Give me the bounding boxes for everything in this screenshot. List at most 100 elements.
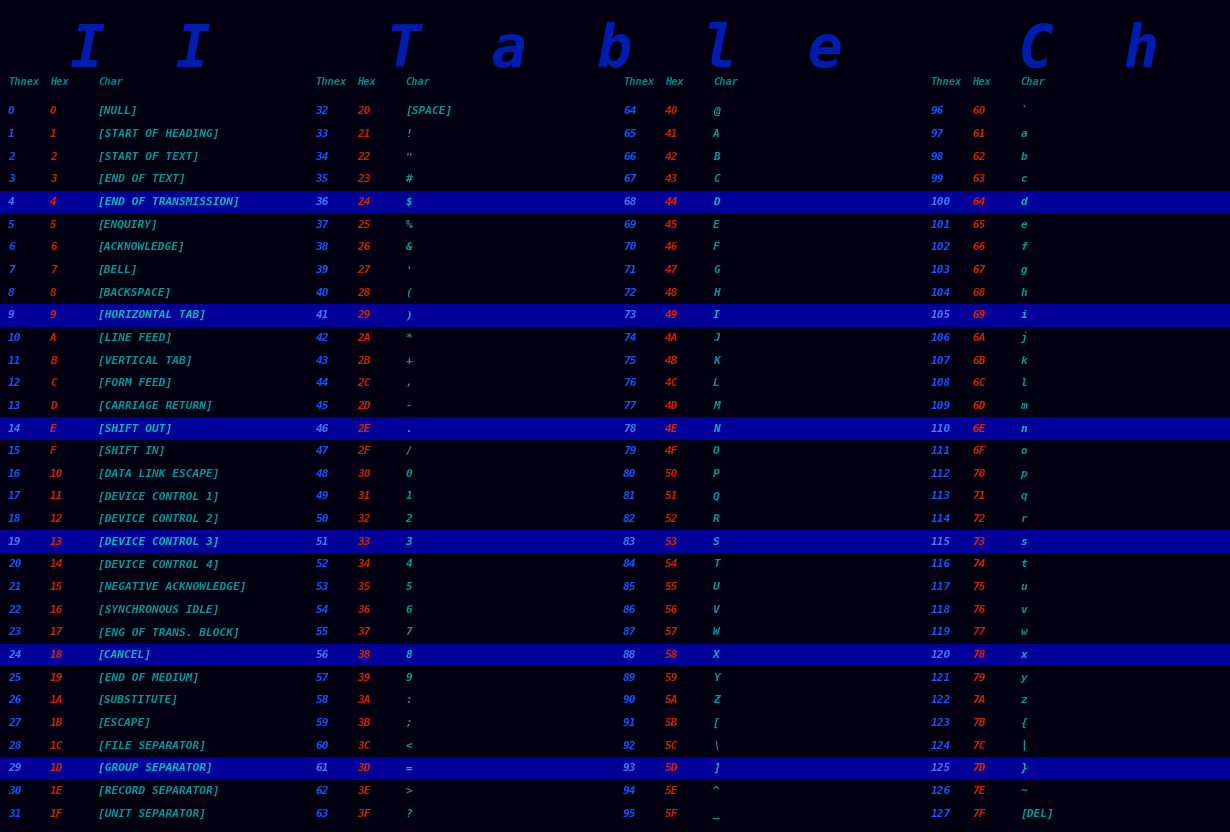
Text: 42: 42: [665, 151, 679, 161]
Text: Char: Char: [406, 77, 430, 87]
Text: 64: 64: [973, 197, 986, 207]
Text: 79: 79: [624, 446, 636, 456]
Text: 61: 61: [973, 129, 986, 139]
Text: 3D: 3D: [358, 763, 371, 774]
Text: 4F: 4F: [665, 446, 679, 456]
Text: 44: 44: [665, 197, 679, 207]
Text: 52: 52: [665, 514, 679, 524]
Text: 50: 50: [665, 468, 679, 479]
Text: 96: 96: [931, 106, 943, 116]
Text: [SYNCHRONOUS IDLE]: [SYNCHRONOUS IDLE]: [98, 605, 219, 615]
Text: j: j: [1021, 332, 1027, 344]
Text: 5D: 5D: [665, 763, 679, 774]
Text: 23: 23: [358, 174, 371, 185]
Text: 25: 25: [9, 673, 21, 683]
Text: 109: 109: [931, 401, 951, 411]
Text: Thnex: Thnex: [316, 77, 347, 87]
Text: f: f: [1021, 242, 1027, 252]
Text: &: &: [406, 242, 412, 252]
Text: 54: 54: [316, 605, 328, 615]
Text: 65: 65: [973, 220, 986, 230]
Text: [DEVICE CONTROL 2]: [DEVICE CONTROL 2]: [98, 514, 219, 524]
Text: 17: 17: [9, 492, 21, 502]
Text: 90: 90: [624, 696, 636, 706]
Text: 2B: 2B: [358, 355, 371, 365]
Text: 112: 112: [931, 468, 951, 479]
Text: <: <: [406, 740, 412, 750]
Text: 4D: 4D: [665, 401, 679, 411]
Text: `: `: [1021, 106, 1027, 116]
Text: 12: 12: [50, 514, 64, 524]
Text: M: M: [713, 401, 720, 411]
Text: !: !: [406, 129, 412, 139]
Text: 5B: 5B: [665, 718, 679, 728]
Text: 43: 43: [665, 174, 679, 185]
Text: 14: 14: [9, 423, 21, 433]
Text: _: _: [713, 809, 720, 819]
Text: 5: 5: [9, 220, 15, 230]
Text: 99: 99: [931, 174, 943, 185]
Text: .: .: [406, 423, 412, 433]
Text: 33: 33: [316, 129, 328, 139]
Text: 6: 6: [50, 242, 57, 252]
Text: [START OF HEADING]: [START OF HEADING]: [98, 129, 219, 139]
Text: t: t: [1021, 559, 1027, 569]
Text: Hex: Hex: [973, 77, 991, 87]
Text: p: p: [1021, 468, 1027, 479]
Text: 8: 8: [406, 650, 412, 660]
Text: 58: 58: [665, 650, 679, 660]
Text: 53: 53: [665, 537, 679, 547]
Text: 28: 28: [9, 740, 21, 750]
Text: [CARRIAGE RETURN]: [CARRIAGE RETURN]: [98, 401, 213, 411]
Text: 6B: 6B: [973, 355, 986, 365]
Text: T: T: [713, 559, 720, 569]
Text: E: E: [50, 423, 57, 433]
Text: 116: 116: [931, 559, 951, 569]
Text: q: q: [1021, 492, 1027, 502]
Text: 57: 57: [665, 627, 679, 637]
Text: Q: Q: [713, 492, 720, 502]
Text: 75: 75: [973, 582, 986, 592]
Text: [UNIT SEPARATOR]: [UNIT SEPARATOR]: [98, 809, 205, 819]
Text: #: #: [406, 174, 412, 185]
Text: [DEL]: [DEL]: [1021, 809, 1054, 819]
Text: e: e: [1021, 220, 1027, 230]
Text: 5: 5: [406, 582, 412, 592]
Text: >: >: [406, 786, 412, 796]
Text: 23: 23: [9, 627, 21, 637]
Text: 89: 89: [624, 673, 636, 683]
Text: 101: 101: [931, 220, 951, 230]
Text: 4C: 4C: [665, 379, 679, 389]
Text: 67: 67: [624, 174, 636, 185]
Text: 1E: 1E: [50, 786, 64, 796]
Text: 106: 106: [931, 333, 951, 343]
Text: 65: 65: [624, 129, 636, 139]
Text: ^: ^: [713, 786, 720, 796]
Text: 91: 91: [624, 718, 636, 728]
Text: 38: 38: [358, 650, 371, 660]
Text: 62: 62: [316, 786, 328, 796]
Text: 5: 5: [50, 220, 57, 230]
Text: [: [: [713, 718, 720, 728]
Text: [SUBSTITUTE]: [SUBSTITUTE]: [98, 696, 180, 706]
Text: 120: 120: [931, 650, 951, 660]
Text: 7: 7: [9, 265, 15, 275]
Text: 55: 55: [316, 627, 328, 637]
Text: Thnex: Thnex: [9, 77, 39, 87]
Text: 1A: 1A: [50, 696, 64, 706]
Text: ': ': [406, 265, 412, 275]
Text: =: =: [406, 763, 412, 774]
Text: 79: 79: [973, 673, 986, 683]
Text: 7E: 7E: [973, 786, 986, 796]
Text: [END OF TRANSMISSION]: [END OF TRANSMISSION]: [98, 197, 240, 207]
Text: 97: 97: [931, 129, 943, 139]
Text: m: m: [1021, 401, 1027, 411]
Text: 102: 102: [931, 242, 951, 252]
Text: C: C: [713, 174, 720, 185]
Bar: [0, 531, 1230, 553]
Text: ": ": [406, 151, 412, 161]
Text: 77: 77: [973, 627, 986, 637]
Text: 2: 2: [9, 151, 15, 161]
Text: [GROUP SEPARATOR]: [GROUP SEPARATOR]: [98, 763, 213, 774]
Text: 4B: 4B: [665, 355, 679, 365]
